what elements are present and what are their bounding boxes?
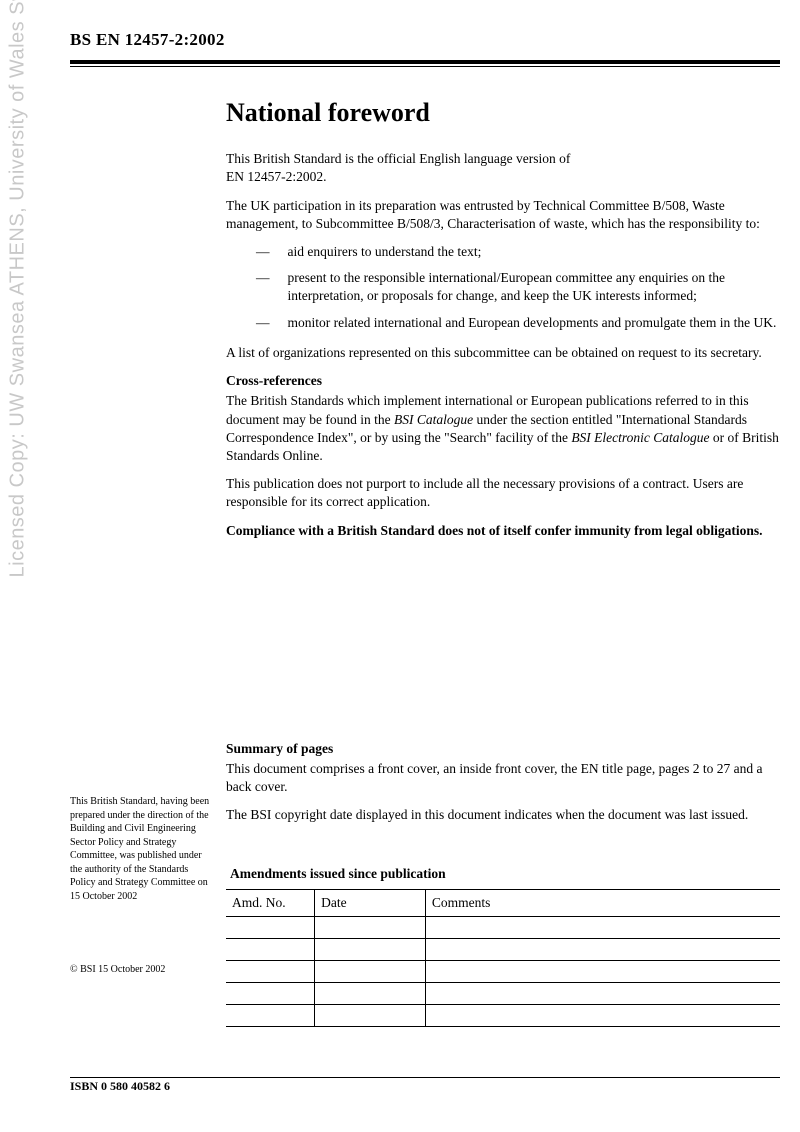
contract-paragraph: This publication does not purport to inc… (226, 475, 780, 511)
copyright-line: © BSI 15 October 2002 (70, 963, 210, 977)
dash-icon: — (256, 243, 270, 261)
top-rule-thin (70, 66, 780, 67)
col-amd-no: Amd. No. (226, 889, 315, 916)
crossref-italic-2: BSI Electronic Catalogue (571, 430, 709, 445)
table-row (226, 1005, 780, 1027)
intro-paragraph-2: The UK participation in its preparation … (226, 197, 780, 233)
table-row (226, 983, 780, 1005)
dash-icon: — (256, 314, 270, 332)
standard-code: BS EN 12457-2:2002 (70, 30, 780, 50)
bottom-rule (70, 1077, 780, 1078)
crossref-paragraph: The British Standards which implement in… (226, 392, 780, 465)
page-title: National foreword (226, 95, 780, 130)
summary-p1: This document comprises a front cover, a… (226, 760, 780, 796)
intro-line-a: This British Standard is the official En… (226, 151, 570, 166)
org-list-paragraph: A list of organizations represented on t… (226, 344, 780, 362)
summary-block: Summary of pages This document comprises… (226, 740, 780, 825)
list-item: — present to the responsible internationa… (256, 269, 780, 305)
list-item-text: monitor related international and Europe… (288, 314, 777, 332)
responsibility-list: — aid enquirers to understand the text; —… (256, 243, 780, 332)
summary-p2: The BSI copyright date displayed in this… (226, 806, 780, 824)
top-rule-thick (70, 60, 780, 64)
publication-note: This British Standard, having been prepa… (70, 795, 210, 903)
col-date: Date (315, 889, 426, 916)
isbn-line: ISBN 0 580 40582 6 (70, 1079, 170, 1094)
table-row (226, 939, 780, 961)
list-item-text: aid enquirers to understand the text; (288, 243, 482, 261)
table-row (226, 917, 780, 939)
crossref-italic-1: BSI Catalogue (394, 412, 473, 427)
amendments-heading: Amendments issued since publication (226, 865, 780, 883)
table-row (226, 961, 780, 983)
col-comments: Comments (425, 889, 780, 916)
intro-paragraph-1: This British Standard is the official En… (226, 150, 780, 186)
amendments-table: Amd. No. Date Comments (226, 889, 780, 1027)
main-column: National foreword This British Standard … (226, 95, 780, 1027)
dash-icon: — (256, 269, 270, 305)
crossref-heading: Cross-references (226, 372, 780, 390)
list-item: — monitor related international and Europ… (256, 314, 780, 332)
amendments-body (226, 917, 780, 1027)
table-header-row: Amd. No. Date Comments (226, 889, 780, 916)
list-item: — aid enquirers to understand the text; (256, 243, 780, 261)
compliance-statement: Compliance with a British Standard does … (226, 522, 780, 540)
two-column-layout: This British Standard, having been prepa… (70, 95, 780, 1027)
margin-column: This British Standard, having been prepa… (70, 95, 210, 1027)
list-item-text: present to the responsible international… (288, 269, 781, 305)
license-watermark: Licensed Copy: UW Swansea ATHENS, Univer… (7, 0, 30, 578)
page-frame: BS EN 12457-2:2002 This British Standard… (70, 30, 780, 1092)
summary-heading: Summary of pages (226, 740, 780, 758)
intro-line-b: EN 12457-2:2002. (226, 169, 327, 184)
